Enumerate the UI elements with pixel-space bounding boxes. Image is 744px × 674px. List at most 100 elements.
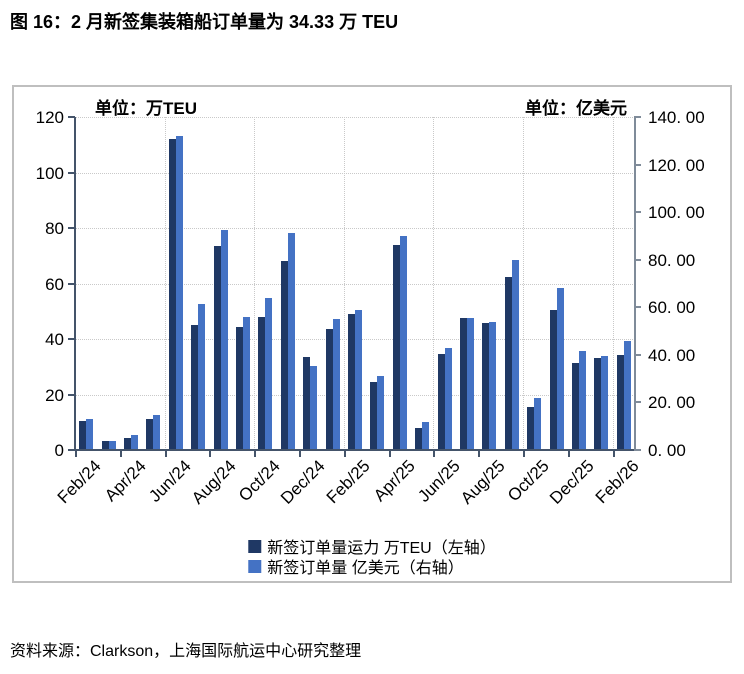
x-axis-tick bbox=[299, 451, 301, 457]
x-axis-tick bbox=[523, 451, 525, 457]
left-axis-tick bbox=[68, 282, 75, 285]
bar-usd bbox=[623, 341, 631, 450]
legend-label: 新签订单量运力 万TEU（左轴） bbox=[267, 540, 496, 557]
bar-usd bbox=[220, 229, 228, 450]
bar-usd bbox=[153, 414, 161, 450]
h-gridline bbox=[75, 172, 635, 174]
right-axis-tick-label: 20. 00 bbox=[648, 393, 696, 413]
right-axis-line bbox=[634, 117, 636, 451]
bar-teu bbox=[594, 358, 602, 450]
bar-usd bbox=[86, 419, 94, 450]
left-axis-tick-label: 20 bbox=[45, 385, 64, 405]
bar-teu bbox=[482, 322, 490, 450]
x-axis-tick bbox=[433, 451, 436, 457]
x-axis-tick bbox=[478, 451, 481, 457]
bar-teu bbox=[616, 354, 624, 450]
right-axis-unit-label: 单位：亿美元 bbox=[525, 99, 627, 118]
legend-swatch bbox=[248, 559, 262, 573]
bar-teu bbox=[392, 245, 400, 450]
bar-usd bbox=[467, 317, 474, 450]
bar-teu bbox=[280, 261, 288, 450]
left-axis-tick-label: 60 bbox=[45, 274, 64, 294]
bar-teu bbox=[504, 276, 512, 450]
x-axis-line bbox=[74, 449, 636, 451]
bar-usd bbox=[131, 435, 138, 450]
right-axis-tick-label: 120. 00 bbox=[648, 155, 705, 175]
right-axis-tick bbox=[634, 258, 641, 261]
bar-teu bbox=[258, 316, 266, 450]
right-axis-tick-label: 60. 00 bbox=[648, 298, 696, 318]
bar-teu bbox=[325, 329, 333, 450]
bar-teu bbox=[213, 246, 221, 450]
bar-teu bbox=[460, 317, 467, 450]
right-axis-tick bbox=[634, 163, 641, 166]
bar-usd bbox=[422, 422, 430, 450]
right-axis-tick bbox=[634, 116, 641, 118]
legend-label: 新签订单量 亿美元（右轴） bbox=[267, 560, 464, 577]
bar-usd bbox=[377, 376, 385, 450]
right-axis-tick bbox=[634, 449, 641, 451]
v-gridline bbox=[523, 117, 524, 450]
bar-teu bbox=[303, 357, 311, 450]
right-axis-tick-label: 80. 00 bbox=[648, 250, 696, 270]
figure-title: 图 16：2 月新签集装箱船订单量为 34.33 万 TEU bbox=[10, 12, 399, 32]
left-axis-tick-label: 0 bbox=[54, 441, 64, 460]
bar-teu bbox=[146, 418, 154, 450]
right-axis-tick bbox=[634, 306, 641, 309]
h-gridline bbox=[75, 117, 635, 118]
bar-usd bbox=[287, 233, 295, 450]
bar-usd bbox=[243, 316, 250, 450]
right-axis-tick bbox=[634, 401, 641, 404]
bar-usd bbox=[355, 309, 362, 450]
bar-usd bbox=[579, 351, 586, 450]
x-axis-tick bbox=[343, 451, 346, 457]
bar-teu bbox=[101, 441, 109, 450]
h-gridline bbox=[75, 228, 635, 229]
x-axis-tick bbox=[388, 451, 391, 457]
bar-usd bbox=[198, 304, 206, 450]
bar-teu bbox=[79, 421, 87, 450]
left-axis-tick-label: 120 bbox=[35, 108, 64, 127]
chart-legend: 新签订单量运力 万TEU（左轴） 新签订单量 亿美元（右轴） bbox=[248, 536, 496, 577]
left-axis-unit-label: 单位：万TEU bbox=[95, 99, 197, 118]
h-gridline bbox=[75, 283, 635, 285]
bar-usd bbox=[108, 440, 116, 450]
left-axis-tick bbox=[68, 449, 75, 451]
legend-item: 新签订单量运力 万TEU（左轴） bbox=[248, 536, 496, 557]
bar-teu bbox=[168, 139, 176, 450]
left-axis-tick-label: 80 bbox=[45, 219, 64, 238]
bar-usd bbox=[601, 356, 609, 450]
bar-teu bbox=[124, 437, 131, 450]
bar-usd bbox=[399, 236, 407, 450]
x-axis-tick bbox=[567, 451, 570, 457]
left-axis-tick-label: 100 bbox=[35, 163, 64, 183]
chart-frame bbox=[12, 85, 732, 583]
left-axis-tick bbox=[68, 338, 75, 340]
left-axis-tick bbox=[68, 171, 75, 174]
bar-usd bbox=[534, 397, 542, 450]
v-gridline bbox=[254, 117, 256, 450]
x-axis-tick bbox=[164, 451, 167, 457]
v-gridline bbox=[164, 117, 166, 450]
right-axis-tick-label: 100. 00 bbox=[648, 203, 705, 223]
left-axis-tick bbox=[68, 393, 75, 396]
right-axis-tick bbox=[634, 211, 641, 214]
bar-teu bbox=[527, 407, 535, 450]
bar-teu bbox=[572, 363, 579, 450]
v-gridline bbox=[433, 117, 435, 450]
bar-teu bbox=[191, 325, 199, 450]
left-axis-tick bbox=[68, 227, 75, 229]
source-note: 资料来源：Clarkson，上海国际航运中心研究整理 bbox=[10, 643, 362, 660]
bar-teu bbox=[549, 310, 557, 450]
bar-teu bbox=[236, 326, 243, 450]
left-axis-line bbox=[74, 117, 76, 451]
left-axis-tick-label: 40 bbox=[45, 330, 64, 349]
bar-usd bbox=[556, 287, 564, 450]
right-axis-tick-label: 0. 00 bbox=[648, 441, 686, 460]
x-axis-tick bbox=[254, 451, 257, 457]
v-gridline bbox=[343, 117, 345, 450]
plot-area bbox=[75, 117, 635, 450]
bar-teu bbox=[370, 382, 378, 450]
v-gridline bbox=[612, 117, 614, 450]
